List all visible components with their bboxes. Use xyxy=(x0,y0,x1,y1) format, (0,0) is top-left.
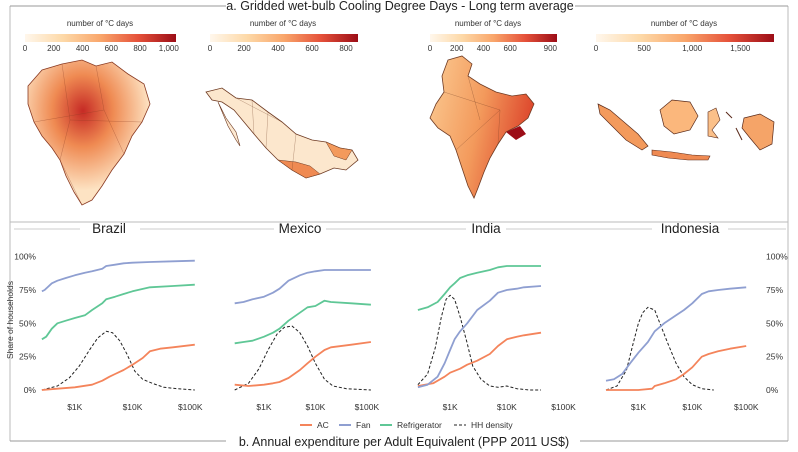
colorbars: number of °C days number of °C days numb… xyxy=(23,19,774,53)
colorbar-tick-indonesia-3: 1,500 xyxy=(730,44,751,53)
series-refrigerator-mexico xyxy=(234,299,371,345)
legend: AC Fan Refrigerator HH density xyxy=(300,420,513,430)
series-fan-indonesia xyxy=(605,286,747,382)
colorbar-tick-brazil-3: 600 xyxy=(105,44,119,53)
y-tick-right-1: 25% xyxy=(766,352,783,362)
colorbar-india: number of °C days xyxy=(430,19,557,42)
map-brazil xyxy=(27,59,151,206)
colorbar-indonesia: number of °C days xyxy=(596,19,774,42)
y-tick-right-3: 75% xyxy=(766,285,783,295)
y-tick-left-1: 25% xyxy=(19,352,36,362)
x-tick-india-1: $10K xyxy=(497,402,517,412)
series-ac-mexico xyxy=(234,341,372,387)
colorbar-tick-india-3: 600 xyxy=(504,44,518,53)
country-label-india: India xyxy=(471,221,501,236)
colorbar-tick-brazil-1: 200 xyxy=(47,44,61,53)
panel-a-title: a. Gridded wet-bulb Cooling Degree Days … xyxy=(226,0,573,13)
series-density-mexico xyxy=(234,325,371,391)
y-tick-left-2: 50% xyxy=(19,318,36,328)
panel-b-title: b. Annual expenditure per Adult Equivale… xyxy=(239,435,569,449)
y-tick-right-4: 100% xyxy=(766,252,788,262)
colorbar-title-india: number of °C days xyxy=(455,19,521,28)
x-tick-indonesia-1: $10K xyxy=(682,402,702,412)
country-label-indonesia: Indonesia xyxy=(661,221,720,236)
country-label-brazil: Brazil xyxy=(92,221,126,236)
colorbar-title-indonesia: number of °C days xyxy=(651,19,717,28)
map-mexico xyxy=(205,87,359,179)
y-tick-left-3: 75% xyxy=(19,285,36,295)
legend-label-ac: AC xyxy=(317,420,329,430)
colorbar-tick-brazil-4: 800 xyxy=(133,44,147,53)
series-density-india xyxy=(417,294,541,391)
colorbar-mexico: number of °C days xyxy=(210,19,358,42)
colorbar-tick-brazil-0: 0 xyxy=(23,44,28,53)
y-axis-label: Share of households xyxy=(5,281,15,359)
x-tick-indonesia-0: $1K xyxy=(631,402,646,412)
country-label-mexico: Mexico xyxy=(279,221,322,236)
colorbar-ramp-indonesia xyxy=(596,34,774,42)
colorbar-tick-brazil-2: 400 xyxy=(76,44,90,53)
line-chart-india: $1K $10K $100K xyxy=(417,265,576,412)
colorbar-tick-indonesia-2: 1,000 xyxy=(682,44,703,53)
legend-label-refrigerator: Refrigerator xyxy=(397,420,442,430)
colorbar-ramp-brazil xyxy=(25,34,176,42)
x-tick-brazil-1: $10K xyxy=(123,402,143,412)
colorbar-tick-indonesia-0: 0 xyxy=(594,44,599,53)
colorbar-ramp-mexico xyxy=(210,34,358,42)
panel-a-frame xyxy=(9,5,789,223)
y-tick-right-2: 50% xyxy=(766,318,783,328)
x-tick-india-0: $1K xyxy=(443,402,458,412)
country-headers: Brazil Mexico India Indonesia xyxy=(14,221,786,236)
x-tick-brazil-2: $100K xyxy=(178,402,203,412)
line-chart-brazil: $1K $10K $100K xyxy=(41,259,203,412)
legend-item-hh-density: HH density xyxy=(454,420,513,430)
colorbar-brazil: number of °C days xyxy=(25,19,176,42)
colorbar-tick-india-0: 0 xyxy=(428,44,433,53)
series-density-indonesia xyxy=(605,306,714,391)
colorbar-tick-mexico-4: 800 xyxy=(339,44,353,53)
legend-item-refrigerator: Refrigerator xyxy=(380,420,442,430)
colorbar-tick-indonesia-1: 500 xyxy=(637,44,651,53)
colorbar-tick-india-4: 900 xyxy=(544,44,558,53)
legend-item-ac: AC xyxy=(300,420,329,430)
x-tick-mexico-1: $10K xyxy=(305,402,325,412)
colorbar-tick-mexico-0: 0 xyxy=(208,44,213,53)
series-fan-india xyxy=(417,285,542,389)
map-india xyxy=(429,55,535,199)
line-charts: 0% 25% 50% 75% 100% 0% 25% 50% 75% 100% $1K $10K $10… xyxy=(14,252,788,412)
colorbar-ramp-india xyxy=(430,34,557,42)
legend-label-fan: Fan xyxy=(356,420,371,430)
colorbar-tick-mexico-3: 600 xyxy=(305,44,319,53)
y-tick-right-0: 0% xyxy=(766,385,779,395)
x-tick-mexico-0: $1K xyxy=(256,402,271,412)
series-ac-india xyxy=(417,331,542,387)
series-density-brazil xyxy=(41,330,195,391)
x-tick-indonesia-2: $100K xyxy=(734,402,759,412)
legend-label-hh-density: HH density xyxy=(471,420,513,430)
colorbar-tick-mexico-1: 200 xyxy=(237,44,251,53)
line-chart-mexico: $1K $10K $100K xyxy=(234,269,380,412)
x-tick-brazil-0: $1K xyxy=(67,402,82,412)
map-indonesia xyxy=(597,99,775,161)
legend-item-fan: Fan xyxy=(339,420,371,430)
series-refrigerator-brazil xyxy=(41,283,195,341)
colorbar-title-mexico: number of °C days xyxy=(250,19,316,28)
colorbar-tick-india-2: 400 xyxy=(477,44,491,53)
series-refrigerator-india xyxy=(417,265,541,311)
colorbar-tick-mexico-2: 400 xyxy=(271,44,285,53)
colorbar-title-brazil: number of °C days xyxy=(67,19,133,28)
series-fan-mexico xyxy=(234,269,371,305)
y-tick-left-4: 100% xyxy=(14,252,36,262)
x-tick-mexico-2: $100K xyxy=(355,402,380,412)
line-chart-indonesia: $1K $10K $100K xyxy=(605,286,759,412)
colorbar-tick-india-1: 200 xyxy=(450,44,464,53)
series-ac-brazil xyxy=(41,343,195,391)
colorbar-tick-brazil-5: 1,000 xyxy=(159,44,180,53)
y-tick-left-0: 0% xyxy=(24,385,37,395)
series-ac-indonesia xyxy=(606,345,747,391)
x-tick-india-2: $100K xyxy=(551,402,576,412)
series-fan-brazil xyxy=(41,259,195,293)
panel-b-frame xyxy=(9,222,789,442)
